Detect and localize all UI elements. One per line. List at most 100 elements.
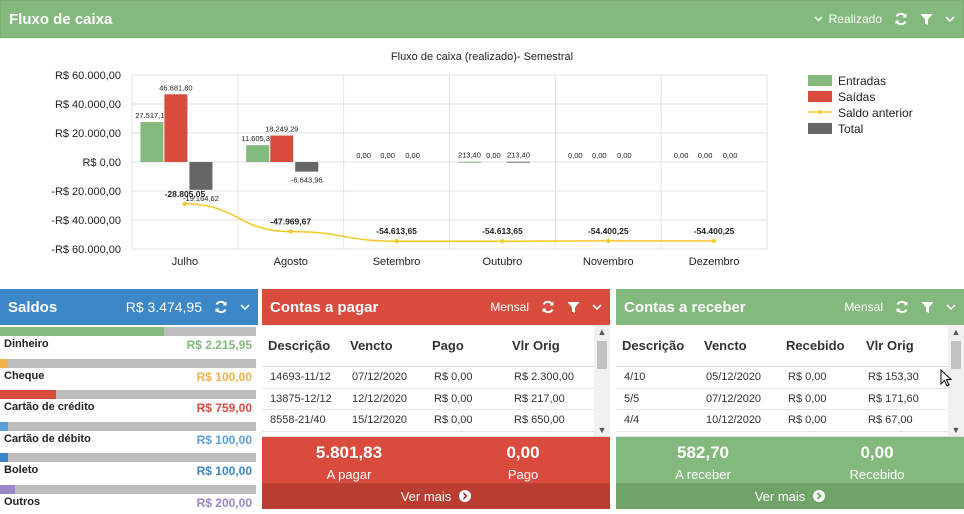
table-row[interactable]: 4/4 10/12/2020 R$ 0,00 R$ 67,00 — [616, 410, 964, 432]
paid-value: 0,00 — [506, 443, 540, 462]
table-scrollbar[interactable]: ▲ ▼ — [948, 325, 964, 436]
balance-item[interactable]: Dinheiro R$ 2.215,95 — [0, 325, 258, 357]
line-data-label: -54.400,25 — [588, 226, 629, 236]
column-header[interactable]: Vlr Orig — [512, 338, 560, 353]
filter-icon[interactable] — [920, 13, 933, 26]
see-more-label: Ver mais — [754, 488, 806, 504]
column-header[interactable]: Vencto — [350, 338, 393, 353]
total-label: A pagar — [326, 467, 372, 482]
table-cell: 10/12/2020 — [706, 414, 762, 427]
scroll-thumb[interactable] — [597, 341, 607, 369]
table-row[interactable]: 8558-21/40 15/12/2020 R$ 0,00 R$ 650,00 — [262, 410, 610, 432]
period-label[interactable]: Mensal — [490, 300, 529, 314]
table-scrollbar[interactable]: ▲ ▼ — [594, 325, 610, 436]
refresh-icon[interactable] — [895, 300, 909, 314]
arrow-right-icon — [813, 490, 826, 502]
x-tick-label: Agosto — [274, 256, 308, 268]
table-row[interactable]: 13875-12/12 12/12/2020 R$ 0,00 R$ 217,00 — [262, 389, 610, 410]
cash-flow-chart: Fluxo de caixa (realizado)- Semestral R$ … — [51, 51, 912, 268]
scroll-thumb[interactable] — [951, 341, 961, 369]
line-data-label: -47.969,67 — [270, 217, 311, 227]
column-header[interactable]: Descrição — [268, 338, 331, 353]
balance-value: R$ 200,00 — [196, 495, 252, 510]
saldos-list: Dinheiro R$ 2.215,95 Cheque R$ 100,00 Cartão… — [0, 325, 258, 514]
balance-name: Outros — [4, 495, 41, 508]
bar-data-label: 46.681,80 — [159, 83, 192, 92]
bar-data-label: 0,00 — [568, 151, 583, 160]
table-cell: 07/12/2020 — [352, 371, 408, 384]
legend-label: Entradas — [838, 74, 886, 88]
bar-data-label: 0,00 — [380, 151, 395, 160]
filter-icon[interactable] — [567, 301, 580, 314]
y-tick-label: R$ 20.000,00 — [55, 128, 121, 140]
bar-entradas — [140, 122, 164, 162]
balance-item[interactable]: Cartão de crédito R$ 759,00 — [0, 388, 258, 420]
balance-item[interactable]: Cheque R$ 100,00 — [0, 357, 258, 389]
column-header[interactable]: Pago — [432, 338, 464, 353]
balance-item[interactable]: Boleto R$ 100,00 — [0, 451, 258, 483]
chevron-down-icon[interactable] — [945, 15, 955, 23]
scroll-down-icon[interactable]: ▼ — [951, 425, 961, 435]
table-row[interactable]: 5/5 07/12/2020 R$ 0,00 R$ 171,60 — [616, 389, 964, 410]
balance-bar — [0, 358, 256, 368]
chevron-down-icon[interactable] — [240, 303, 250, 311]
balance-name: Cheque — [4, 369, 45, 382]
column-header[interactable]: Vlr Orig — [866, 338, 914, 353]
panel-title: Fluxo de caixa — [9, 10, 113, 28]
table-cell: 07/12/2020 — [706, 392, 762, 405]
y-tick-label: -R$ 40.000,00 — [51, 215, 121, 227]
table-row[interactable]: 4/10 05/12/2020 R$ 0,00 R$ 153,30 — [616, 367, 964, 389]
bar-data-label: 213,40 — [507, 151, 530, 160]
table-cell: 4/10 — [624, 371, 646, 384]
table-cell: R$ 0,00 — [434, 392, 473, 405]
balance-bar-fill — [0, 453, 8, 462]
filter-icon[interactable] — [921, 301, 934, 314]
table-cell: R$ 0,00 — [434, 371, 473, 384]
table-cell: R$ 0,00 — [788, 414, 827, 427]
paid-label: Pago — [507, 467, 539, 482]
bar-data-label: 0,00 — [674, 151, 689, 160]
bar-total — [189, 162, 213, 190]
receivables-summary: 582,70 A receber 0,00 Recebido — [616, 437, 964, 483]
balance-name: Cartão de débito — [4, 432, 91, 445]
table-row[interactable]: 14693-11/12 07/12/2020 R$ 0,00 R$ 2.300,00 — [262, 367, 610, 389]
chevron-down-icon[interactable] — [592, 303, 602, 311]
balance-item[interactable]: Outros R$ 200,00 — [0, 483, 258, 514]
cash-flow-panel: Fluxo de caixa Realizado Fluxo de caixa … — [0, 0, 964, 268]
balance-bar-fill — [0, 421, 8, 431]
x-tick-label: Setembro — [373, 256, 421, 268]
balance-name: Dinheiro — [4, 338, 49, 350]
balance-name: Cartão de crédito — [4, 401, 95, 413]
refresh-icon[interactable] — [214, 300, 228, 314]
period-label[interactable]: Mensal — [844, 300, 883, 314]
table-cell: 8558-21/40 — [270, 414, 326, 427]
line-point — [394, 238, 399, 244]
total-value: 582,70 — [677, 443, 729, 462]
see-more-button[interactable]: Ver mais — [262, 483, 610, 509]
refresh-icon[interactable] — [894, 12, 908, 26]
scroll-up-icon[interactable]: ▲ — [951, 327, 961, 337]
received-label: Recebido — [849, 467, 905, 482]
refresh-icon[interactable] — [541, 300, 555, 314]
scroll-up-icon[interactable]: ▲ — [597, 327, 607, 337]
chevron-down-icon[interactable] — [946, 303, 956, 311]
column-header[interactable]: Vencto — [704, 338, 747, 353]
balance-value: R$ 2.215,95 — [186, 338, 252, 352]
balance-bar — [0, 327, 256, 336]
see-more-button[interactable]: Ver mais — [616, 483, 964, 509]
balance-bar — [0, 390, 256, 399]
mode-dropdown[interactable]: Realizado — [814, 12, 882, 26]
balance-bar-fill — [0, 358, 8, 368]
chevron-down-icon — [814, 16, 823, 22]
panel-title: Saldos — [8, 298, 58, 316]
y-tick-label: R$ 40.000,00 — [55, 99, 121, 111]
legend-label: Saídas — [838, 90, 875, 104]
arrow-right-icon — [459, 490, 472, 502]
table-cell: 12/12/2020 — [352, 392, 408, 405]
x-tick-label: Outubro — [483, 256, 523, 268]
balance-item[interactable]: Cartão de débito R$ 100,00 — [0, 420, 258, 452]
column-header[interactable]: Descrição — [622, 338, 685, 353]
column-header[interactable]: Recebido — [786, 338, 845, 353]
scroll-down-icon[interactable]: ▼ — [597, 425, 607, 435]
bar-total — [506, 161, 530, 163]
